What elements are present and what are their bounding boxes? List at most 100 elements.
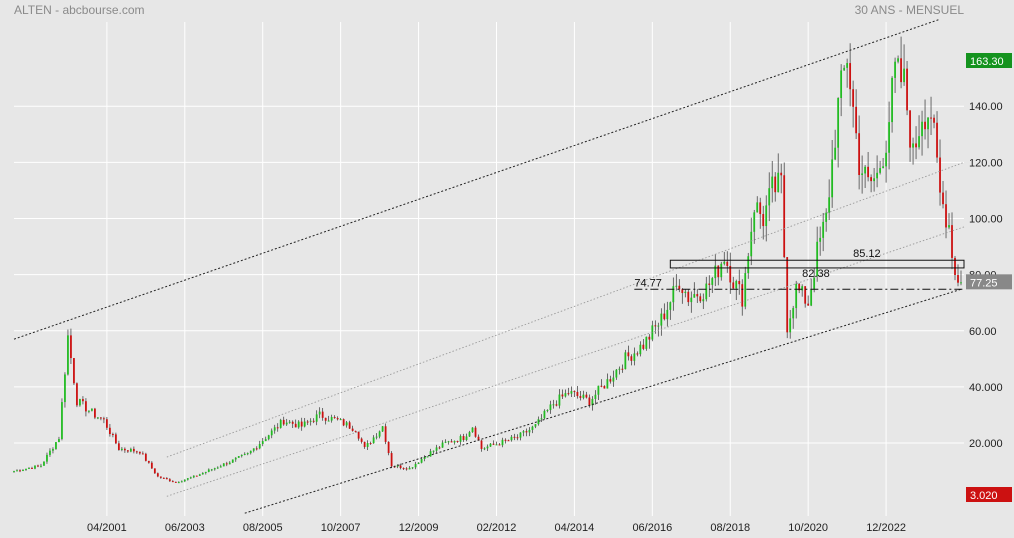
candle-body	[129, 448, 132, 452]
candle-body	[417, 462, 420, 464]
chart-source-title: ALTEN - abcbourse.com	[14, 3, 145, 17]
candle-body	[264, 439, 267, 442]
candle-body	[91, 408, 93, 411]
candle-body	[630, 356, 633, 361]
candle-body	[573, 391, 576, 393]
candle-body	[552, 404, 555, 406]
candle-body	[627, 352, 630, 357]
x-tick-label: 10/2007	[321, 522, 361, 534]
candle-body	[213, 468, 216, 470]
candle-body	[744, 273, 747, 307]
candle-body	[444, 441, 447, 443]
candle-body	[441, 442, 444, 448]
candle-body	[240, 454, 243, 457]
candle-body	[783, 175, 786, 258]
candle-body	[495, 444, 498, 446]
candle-body	[426, 456, 429, 458]
candle-body	[957, 274, 959, 283]
candle-body	[375, 436, 378, 438]
candle-body	[876, 172, 878, 179]
x-tick-label: 12/2022	[866, 522, 906, 534]
x-tick-label: 04/2001	[87, 522, 127, 534]
candle-body	[420, 459, 423, 463]
candle-body	[699, 296, 702, 302]
candle-body	[753, 212, 756, 232]
candle-body	[870, 177, 872, 182]
candle-body	[885, 152, 887, 167]
candle-body	[16, 470, 18, 472]
candle-body	[28, 467, 30, 469]
candle-body	[249, 450, 252, 454]
candle-body	[633, 353, 636, 361]
candle-body	[708, 283, 711, 285]
candle-body	[540, 418, 543, 420]
candle-body	[777, 172, 780, 193]
candle-body	[756, 202, 759, 213]
chart-period-label: 30 ANS - MENSUEL	[854, 3, 964, 17]
candle-body	[942, 192, 944, 205]
candle-body	[492, 443, 495, 445]
price-tag-high	[966, 53, 1012, 68]
candle-body	[318, 411, 321, 415]
candle-body	[252, 448, 255, 451]
candle-body	[222, 463, 225, 467]
candle-body	[447, 441, 450, 443]
candle-body	[147, 460, 150, 463]
candle-body	[450, 441, 453, 443]
candle-body	[498, 444, 501, 446]
candle-body	[729, 265, 732, 283]
candle-body	[687, 291, 690, 303]
candle-body	[555, 404, 558, 406]
candle-body	[324, 417, 327, 421]
candle-body	[918, 136, 920, 148]
candle-body	[759, 202, 762, 215]
candle-body	[135, 451, 138, 453]
candle-body	[741, 284, 744, 307]
candle-body	[471, 427, 474, 433]
candle-body	[402, 468, 405, 470]
candle-body	[165, 478, 168, 480]
x-tick-label: 04/2014	[555, 522, 595, 534]
candle-body	[675, 285, 678, 287]
candle-body	[825, 212, 828, 222]
candle-body	[381, 426, 384, 432]
candle-body	[855, 106, 858, 134]
x-tick-label: 06/2016	[632, 522, 672, 534]
candle-body	[258, 444, 261, 449]
candle-body	[576, 391, 579, 397]
y-tick-label: 40.000	[969, 382, 1003, 394]
candle-body	[270, 430, 273, 436]
candle-body	[720, 263, 723, 278]
candle-body	[921, 121, 923, 137]
candle-body	[948, 225, 950, 228]
candle-body	[726, 261, 729, 266]
candle-body	[840, 70, 843, 98]
candle-body	[459, 436, 462, 442]
candle-body	[735, 280, 738, 289]
trend-line	[166, 226, 965, 497]
candle-body	[810, 289, 813, 306]
candle-body	[927, 117, 929, 130]
candle-body	[120, 448, 123, 450]
candles-layer	[13, 36, 962, 484]
candle-body	[357, 431, 360, 439]
candle-body	[714, 265, 717, 279]
candle-body	[609, 379, 612, 382]
candle-body	[103, 418, 105, 420]
candle-body	[237, 456, 240, 458]
candle-body	[70, 335, 72, 359]
axis-layer: 20.00040.00060.0080.00100.00120.00140.00…	[87, 53, 1012, 534]
candle-body	[516, 437, 519, 439]
candle-body	[582, 394, 585, 398]
candle-body	[34, 465, 36, 469]
candle-body	[525, 431, 528, 433]
candle-body	[567, 393, 570, 395]
candle-body	[456, 441, 459, 443]
candle-body	[711, 278, 714, 285]
candle-body	[831, 159, 834, 198]
candle-body	[657, 325, 660, 327]
candle-body	[261, 441, 264, 445]
candle-body	[873, 178, 875, 182]
candle-body	[765, 205, 768, 227]
candle-body	[504, 439, 507, 441]
